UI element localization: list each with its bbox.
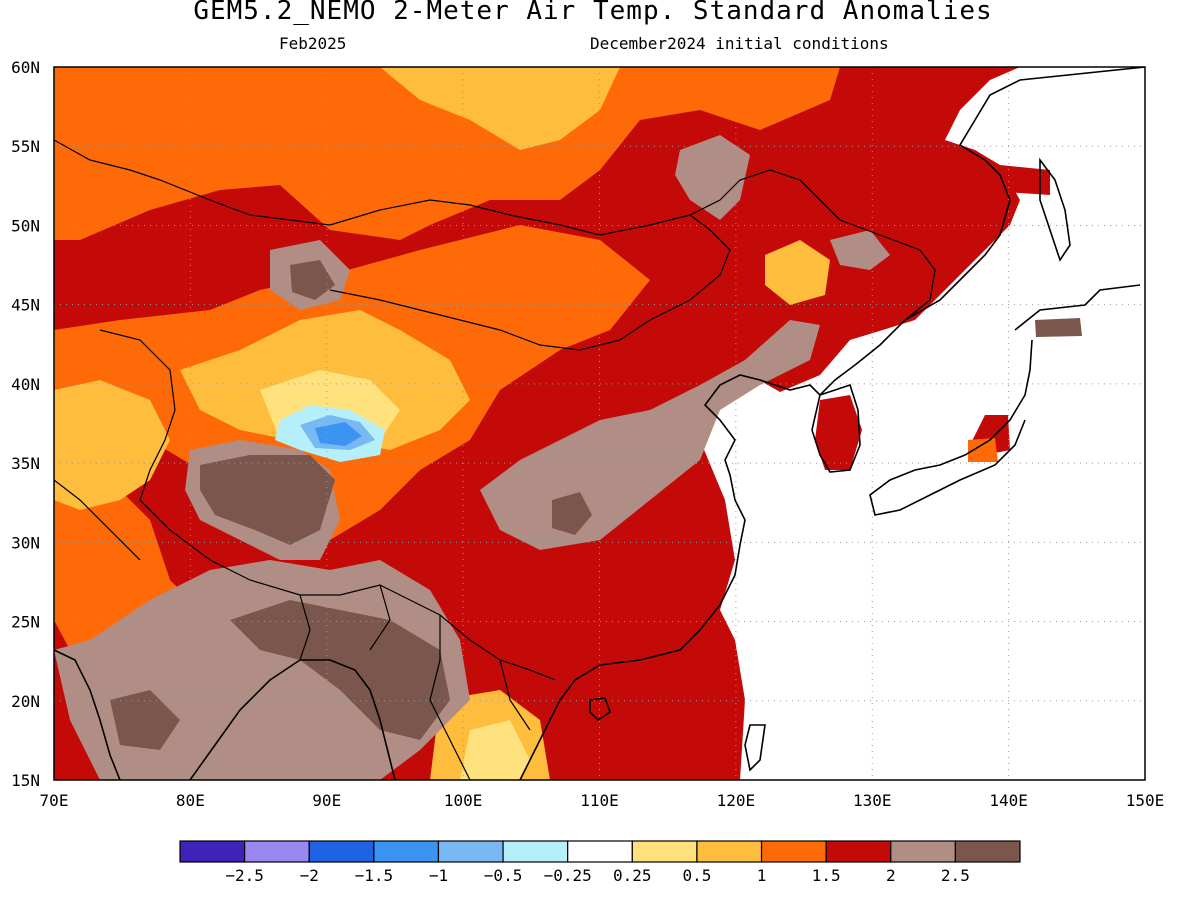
- colorbar-label: 1: [757, 866, 767, 885]
- kamchatka-coastline: [1039, 157, 1071, 262]
- map-frame: [53, 66, 1146, 781]
- colorbar-label: 2: [886, 866, 896, 885]
- map-grid: [54, 67, 1145, 780]
- korea-coastline: [811, 383, 861, 473]
- china-west-border: [99, 329, 556, 681]
- colorbar: [179, 840, 1021, 863]
- colorbar-label: −1: [429, 866, 448, 885]
- latitude-label: 45N: [11, 296, 40, 315]
- map-title: GEM5.2_NEMO 2-Meter Air Temp. Standard A…: [193, 0, 993, 26]
- longitude-labels: 70E 80E 90E 100E 110E 120E 130E 140E 150E: [40, 791, 1165, 810]
- latitude-labels: 60N 55N 50N 45N 40N 35N 30N 25N 20N 15N: [11, 58, 40, 790]
- south-asia-borders: [54, 479, 531, 780]
- latitude-label: 50N: [11, 216, 40, 235]
- colorbar-label: 0.25: [613, 866, 652, 885]
- anomaly-field: [54, 67, 1145, 780]
- anomaly-red-sakhalin: [1000, 165, 1050, 195]
- anomaly-yellow-north: [380, 67, 620, 150]
- colorbar-swatch: [308, 840, 375, 863]
- russia-border: [54, 139, 936, 321]
- latitude-label: 35N: [11, 454, 40, 473]
- longitude-label: 80E: [176, 791, 205, 810]
- latitude-label: 60N: [11, 58, 40, 77]
- anomaly-brown-central-india: [110, 690, 180, 750]
- longitude-label: 90E: [312, 791, 341, 810]
- anomaly-yellow-manchuria: [765, 240, 830, 305]
- latitude-label: 40N: [11, 375, 40, 394]
- colorbar-swatch: [437, 840, 504, 863]
- country-borders: [54, 139, 936, 780]
- anomaly-gray-mongolia: [675, 135, 750, 220]
- colorbar-label: −0.5: [484, 866, 523, 885]
- longitude-label: 110E: [580, 791, 619, 810]
- anomaly-orange-japan: [968, 438, 998, 462]
- colorbar-label: 0.5: [682, 866, 711, 885]
- colorbar-swatch: [760, 840, 827, 863]
- colorbar-labels: −2.5 −2 −1.5 −1 −0.5 −0.25 0.25 0.5 1 1.5 2 2.5: [225, 866, 969, 885]
- anomaly-lightyellow-south: [460, 720, 530, 780]
- latitude-label: 55N: [11, 137, 40, 156]
- longitude-label: 70E: [40, 791, 69, 810]
- anomaly-brown-dzungaria: [290, 260, 335, 300]
- hainan-coastline: [589, 697, 611, 722]
- latitude-label: 25N: [11, 613, 40, 632]
- anomaly-brown-hokkaido: [1035, 318, 1082, 337]
- latitude-label: 20N: [11, 692, 40, 711]
- latitude-label: 15N: [11, 771, 40, 790]
- japan-coastline: [869, 284, 1141, 516]
- colorbar-swatch: [696, 840, 763, 863]
- longitude-label: 150E: [1126, 791, 1165, 810]
- longitude-label: 140E: [989, 791, 1028, 810]
- mongolia-border: [329, 214, 731, 351]
- coastline-outline: [54, 67, 1145, 780]
- colorbar-swatch: [373, 840, 440, 863]
- latitude-label: 30N: [11, 533, 40, 552]
- anomaly-yellow-west: [54, 380, 170, 510]
- longitude-label: 100E: [444, 791, 483, 810]
- colorbar-label: −1.5: [355, 866, 394, 885]
- colorbar-swatch: [825, 840, 892, 863]
- anomaly-gray-northeast: [830, 230, 890, 270]
- anomaly-brown-tibet: [200, 455, 335, 545]
- colorbar-swatch: [244, 840, 310, 863]
- colorbar-label: 1.5: [812, 866, 841, 885]
- anomaly-red-korea: [815, 395, 862, 470]
- colorbar-label: −0.25: [544, 866, 592, 885]
- colorbar-swatch: [631, 840, 698, 863]
- forecast-month: Feb2025: [279, 34, 347, 53]
- anomaly-orange-north: [54, 67, 840, 240]
- longitude-label: 120E: [717, 791, 756, 810]
- colorbar-swatch: [567, 840, 633, 863]
- india-coastline: [54, 649, 396, 780]
- china-coastline: [519, 67, 1145, 780]
- colorbar-swatch: [890, 840, 956, 863]
- anomaly-brown-india: [230, 600, 450, 740]
- colorbar-label: −2: [300, 866, 319, 885]
- colorbar-swatch: [179, 840, 246, 863]
- colorbar-swatch: [502, 840, 569, 863]
- ocean-area: [700, 67, 1145, 780]
- colorbar-label: 2.5: [941, 866, 970, 885]
- colorbar-swatch: [954, 840, 1021, 863]
- longitude-label: 130E: [853, 791, 892, 810]
- colorbar-label: −2.5: [225, 866, 264, 885]
- initial-conditions: December2024 initial conditions: [590, 34, 889, 53]
- anomaly-brown-china: [552, 492, 592, 535]
- taiwan-coastline: [744, 724, 766, 772]
